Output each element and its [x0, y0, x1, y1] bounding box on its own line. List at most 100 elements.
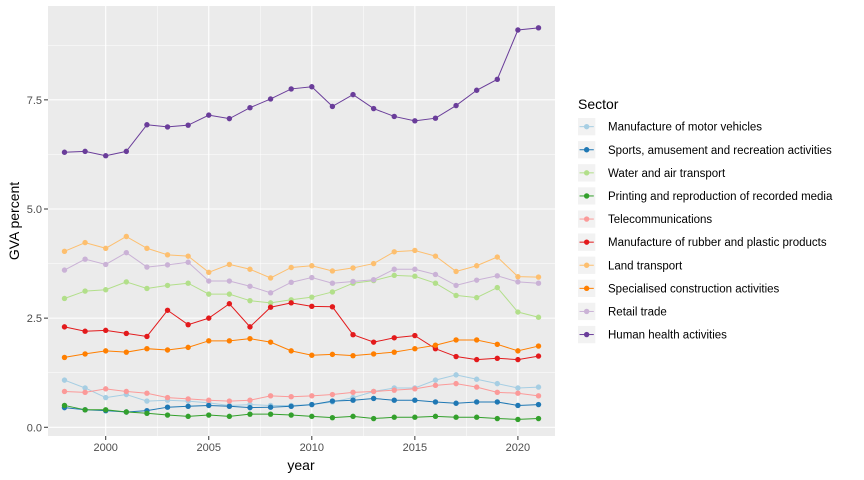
data-point — [226, 278, 233, 284]
data-point — [329, 398, 336, 404]
data-point — [226, 338, 233, 344]
data-point — [123, 279, 130, 285]
data-point — [103, 348, 109, 354]
y-tick-label: 0.0 — [27, 422, 42, 434]
data-point — [144, 122, 150, 128]
data-point — [144, 398, 150, 404]
x-tick-label: 2010 — [300, 442, 324, 454]
legend-key-7 — [578, 279, 596, 297]
data-point — [247, 266, 253, 272]
data-point — [535, 393, 542, 399]
data-point — [453, 282, 459, 289]
data-point — [61, 388, 68, 395]
legend-key-4 — [578, 210, 596, 228]
legend-label-6: Land transport — [608, 260, 683, 272]
legend-label-0: Manufacture of motor vehicles — [608, 122, 762, 134]
data-point — [206, 412, 212, 418]
legend-key-2 — [578, 164, 596, 182]
data-point — [61, 267, 68, 273]
data-point — [535, 274, 542, 280]
data-point — [82, 328, 88, 334]
data-point — [453, 337, 459, 343]
data-point — [370, 395, 377, 402]
data-point — [453, 372, 459, 378]
series-line-4 — [64, 383, 539, 402]
data-point — [103, 386, 109, 392]
data-point — [185, 344, 191, 351]
data-point — [515, 416, 521, 423]
data-point — [185, 413, 191, 420]
data-point — [164, 307, 171, 313]
data-point — [185, 259, 191, 265]
data-point — [309, 401, 315, 408]
data-point — [453, 268, 459, 275]
data-point — [329, 268, 336, 274]
data-point — [82, 389, 88, 396]
series-line-7 — [64, 338, 539, 358]
data-point — [61, 377, 68, 383]
data-point — [473, 414, 480, 420]
data-point — [61, 402, 68, 409]
legend-label-4: Telecommunications — [608, 214, 712, 226]
data-point — [473, 356, 480, 363]
data-point — [267, 393, 274, 399]
data-point — [473, 399, 480, 405]
data-point — [103, 287, 109, 293]
data-point — [329, 103, 336, 110]
data-point — [267, 290, 274, 296]
data-point — [226, 261, 233, 268]
y-tick-label: 5.0 — [27, 204, 42, 216]
data-point — [535, 353, 542, 359]
data-point — [206, 315, 212, 321]
data-point — [494, 415, 500, 422]
data-point — [494, 399, 500, 405]
data-point — [370, 339, 377, 345]
data-point — [473, 376, 480, 382]
data-point — [164, 394, 171, 401]
data-point — [412, 332, 418, 339]
data-point — [535, 314, 542, 320]
y-tick-label: 2.5 — [27, 313, 42, 325]
data-point — [185, 253, 191, 259]
data-point — [473, 294, 480, 301]
data-point — [123, 409, 130, 415]
data-point — [473, 263, 480, 269]
data-point — [432, 271, 439, 278]
data-point — [288, 412, 294, 418]
series-lines — [64, 27, 539, 420]
legend-label-2: Water and air transport — [608, 168, 726, 180]
data-point — [123, 330, 130, 337]
y-tick-label: 7.5 — [27, 95, 42, 107]
y-axis-title: GVA percent — [6, 182, 22, 260]
data-point — [267, 404, 274, 410]
data-point — [391, 397, 397, 403]
data-point — [473, 384, 480, 390]
data-point — [103, 394, 109, 401]
data-point — [144, 245, 150, 251]
data-point — [103, 153, 109, 159]
data-point — [288, 264, 294, 271]
data-point — [391, 387, 397, 393]
data-point — [103, 407, 109, 413]
data-point — [494, 254, 500, 260]
data-point — [247, 297, 253, 304]
data-point — [453, 353, 459, 360]
legend-key-1 — [578, 141, 596, 159]
data-point — [391, 113, 397, 120]
data-point — [515, 279, 521, 285]
data-point — [309, 352, 315, 358]
data-point — [247, 411, 253, 417]
data-point — [206, 397, 212, 403]
data-point — [432, 115, 439, 121]
data-point — [370, 277, 377, 283]
data-point — [206, 269, 212, 275]
legend-key-point — [583, 239, 590, 245]
data-point — [494, 284, 500, 291]
series-line-2 — [64, 274, 539, 318]
data-point — [247, 105, 253, 111]
data-point — [144, 390, 150, 396]
series-points — [61, 25, 542, 423]
legend-key-0 — [578, 118, 596, 136]
data-point — [185, 122, 191, 128]
